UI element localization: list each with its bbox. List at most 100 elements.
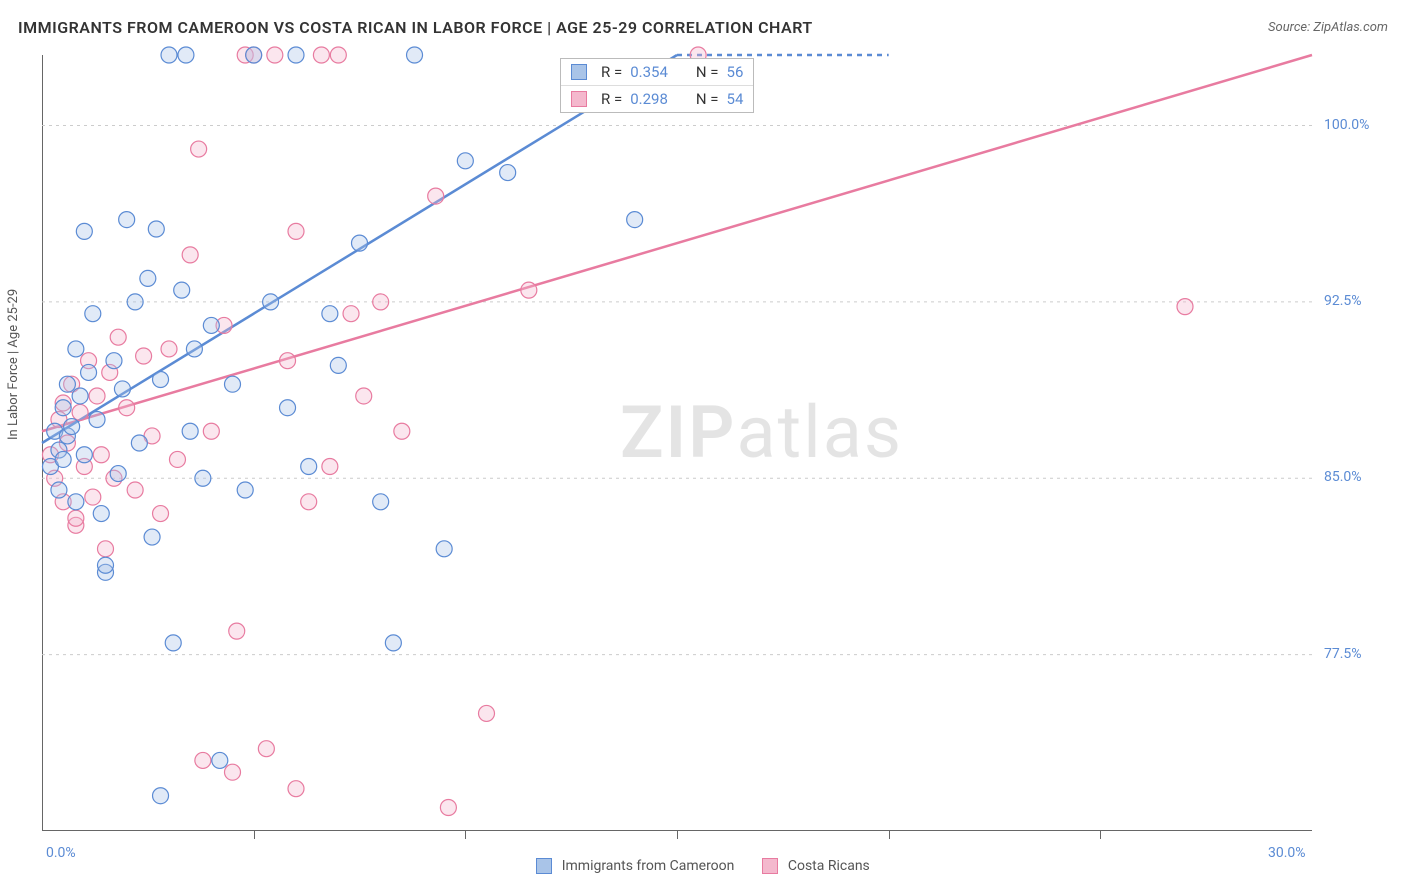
chart-svg	[42, 55, 1312, 831]
legend-label-cameroon: Immigrants from Cameroon	[562, 858, 735, 874]
chart-title: IMMIGRANTS FROM CAMEROON VS COSTA RICAN …	[18, 18, 813, 37]
data-point	[195, 470, 211, 486]
data-point	[280, 353, 296, 369]
data-point	[127, 294, 143, 310]
bottom-legend: Immigrants from Cameroon Costa Ricans	[0, 858, 1406, 874]
data-point	[195, 752, 211, 768]
data-point	[428, 188, 444, 204]
data-point	[182, 423, 198, 439]
data-point	[55, 451, 71, 467]
data-point	[59, 376, 75, 392]
data-point	[301, 494, 317, 510]
data-point	[148, 221, 164, 237]
data-point	[407, 47, 423, 63]
data-point	[394, 423, 410, 439]
y-tick-label: 85.0%	[1324, 469, 1362, 485]
data-point	[165, 635, 181, 651]
data-point	[131, 435, 147, 451]
data-point	[330, 357, 346, 373]
data-point	[267, 47, 283, 63]
data-point	[229, 623, 245, 639]
data-point	[288, 47, 304, 63]
x-tick-mark	[254, 831, 255, 839]
stats-row-costarica: R = 0.298 N = 54	[561, 85, 753, 112]
x-tick-mark	[1100, 831, 1101, 839]
n-value-costarica: 54	[727, 90, 744, 108]
data-point	[89, 388, 105, 404]
data-point	[89, 411, 105, 427]
n-value-cameroon: 56	[727, 63, 744, 81]
data-point	[85, 306, 101, 322]
x-tick-mark	[889, 831, 890, 839]
data-point	[153, 788, 169, 804]
data-point	[110, 466, 126, 482]
n-label: N =	[696, 63, 719, 81]
data-point	[436, 541, 452, 557]
data-point	[72, 404, 88, 420]
data-point	[93, 506, 109, 522]
data-point	[246, 47, 262, 63]
data-point	[457, 153, 473, 169]
data-point	[85, 489, 101, 505]
data-point	[322, 459, 338, 475]
data-point	[288, 781, 304, 797]
r-label: R =	[601, 63, 622, 81]
data-point	[356, 388, 372, 404]
data-point	[186, 341, 202, 357]
data-point	[98, 557, 114, 573]
data-point	[212, 752, 228, 768]
r-label: R =	[601, 90, 622, 108]
data-point	[203, 423, 219, 439]
data-point	[301, 459, 317, 475]
data-point	[237, 482, 253, 498]
x-tick-mark	[465, 831, 466, 839]
data-point	[93, 447, 109, 463]
swatch-costarica	[571, 91, 587, 107]
data-point	[373, 494, 389, 510]
data-point	[343, 306, 359, 322]
data-point	[500, 165, 516, 181]
data-point	[182, 247, 198, 263]
data-point	[169, 451, 185, 467]
legend-item-cameroon: Immigrants from Cameroon	[536, 858, 734, 874]
data-point	[110, 329, 126, 345]
data-point	[76, 447, 92, 463]
data-point	[1177, 299, 1193, 315]
data-point	[280, 400, 296, 416]
data-point	[140, 270, 156, 286]
data-point	[225, 764, 241, 780]
data-point	[352, 235, 368, 251]
title-bar: IMMIGRANTS FROM CAMEROON VS COSTA RICAN …	[18, 18, 1388, 37]
data-point	[68, 494, 84, 510]
data-point	[153, 506, 169, 522]
data-point	[72, 388, 88, 404]
scatter-costa-ricans	[42, 47, 1193, 815]
r-value-costarica: 0.298	[630, 90, 668, 108]
data-point	[385, 635, 401, 651]
scatter-cameroon	[42, 47, 642, 804]
data-point	[191, 141, 207, 157]
legend-item-costarica: Costa Ricans	[762, 858, 869, 874]
stats-row-cameroon: R = 0.354 N = 56	[561, 59, 753, 85]
data-point	[440, 799, 456, 815]
data-point	[153, 372, 169, 388]
data-point	[119, 400, 135, 416]
data-point	[81, 364, 97, 380]
data-point	[225, 376, 241, 392]
data-point	[68, 510, 84, 526]
data-point	[114, 381, 130, 397]
swatch-costarica	[762, 858, 778, 874]
data-point	[55, 400, 71, 416]
y-axis-label: In Labor Force | Age 25-29	[6, 289, 21, 440]
data-point	[322, 306, 338, 322]
data-point	[106, 353, 122, 369]
data-point	[479, 705, 495, 721]
swatch-cameroon	[571, 64, 587, 80]
data-point	[136, 348, 152, 364]
x-tick-mark	[677, 831, 678, 839]
r-value-cameroon: 0.354	[630, 63, 668, 81]
data-point	[144, 529, 160, 545]
data-point	[161, 47, 177, 63]
data-point	[627, 212, 643, 228]
data-point	[174, 282, 190, 298]
